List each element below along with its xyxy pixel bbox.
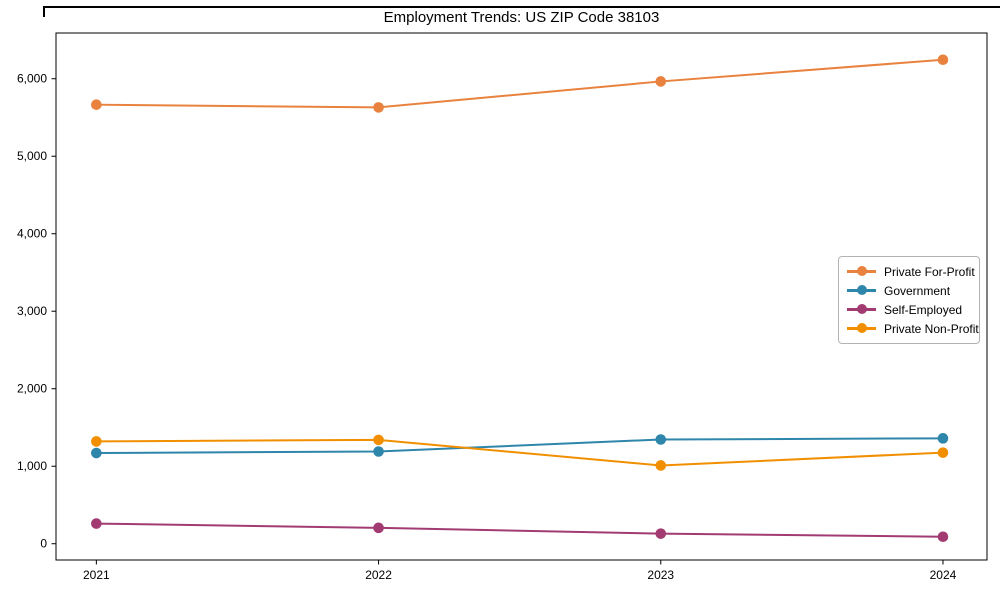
series-line-self-employed xyxy=(95,522,944,538)
data-point-private-non-profit xyxy=(655,460,667,471)
x-axis-tick-label: 2024 xyxy=(930,568,957,582)
legend-dot-icon xyxy=(856,266,867,277)
y-axis-tick-label: 4,000 xyxy=(17,227,47,241)
x-axis-tick-label: 2022 xyxy=(365,568,392,582)
legend-item-government: Government xyxy=(847,281,971,300)
legend-dot-icon xyxy=(856,285,867,296)
data-point-self-employed xyxy=(937,531,949,543)
y-axis-tick-label: 3,000 xyxy=(17,304,47,318)
chart-title: Employment Trends: US ZIP Code 38103 xyxy=(383,9,660,26)
legend-marker-icon xyxy=(847,266,876,277)
chart-legend: Private For-Profit Government Self-Employe… xyxy=(838,256,980,344)
x-axis-tick-label: 2023 xyxy=(647,568,674,582)
legend-dot-icon xyxy=(856,323,867,334)
data-point-private-non-profit xyxy=(91,436,102,447)
legend-dot-icon xyxy=(856,304,867,315)
y-axis-tick-label: 0 xyxy=(40,537,47,551)
data-point-private-for-profit xyxy=(373,102,384,113)
data-point-private-non-profit xyxy=(937,447,949,458)
y-axis-tick-label: 2,000 xyxy=(17,382,47,396)
data-point-private-non-profit xyxy=(373,434,384,446)
legend-item-self-employed: Self-Employed xyxy=(847,300,971,319)
series-line-government xyxy=(95,437,944,455)
legend-item-private-non-profit: Private Non-Profit xyxy=(847,319,979,338)
data-point-government xyxy=(91,447,102,459)
legend-marker-icon xyxy=(847,304,876,315)
x-axis-tick-label: 2021 xyxy=(83,568,110,582)
y-axis-tick-label: 1,000 xyxy=(17,459,47,473)
data-point-private-for-profit xyxy=(655,76,667,87)
y-axis-tick-label: 5,000 xyxy=(17,149,47,163)
legend-marker-icon xyxy=(847,323,876,334)
y-axis-tick-label: 6,000 xyxy=(17,72,47,86)
data-point-self-employed xyxy=(655,528,667,539)
data-point-government xyxy=(655,434,667,445)
legend-item-private-for-profit: Private For-Profit xyxy=(847,262,975,281)
legend-label: Self-Employed xyxy=(884,302,963,317)
data-point-self-employed xyxy=(373,522,384,534)
legend-marker-icon xyxy=(847,285,876,296)
window-top-border-corner xyxy=(43,6,45,17)
legend-label: Private For-Profit xyxy=(884,264,975,279)
window-top-border xyxy=(43,6,1000,8)
legend-label: Government xyxy=(884,283,951,298)
data-point-private-for-profit xyxy=(937,54,949,66)
legend-label: Private Non-Profit xyxy=(884,321,979,336)
series-line-private-for-profit xyxy=(95,58,944,109)
data-point-self-employed xyxy=(91,518,102,529)
data-point-private-for-profit xyxy=(91,99,102,110)
data-point-government xyxy=(937,433,949,444)
data-point-government xyxy=(373,446,384,457)
plot-border xyxy=(55,32,988,561)
series-line-private-non-profit xyxy=(95,438,944,467)
